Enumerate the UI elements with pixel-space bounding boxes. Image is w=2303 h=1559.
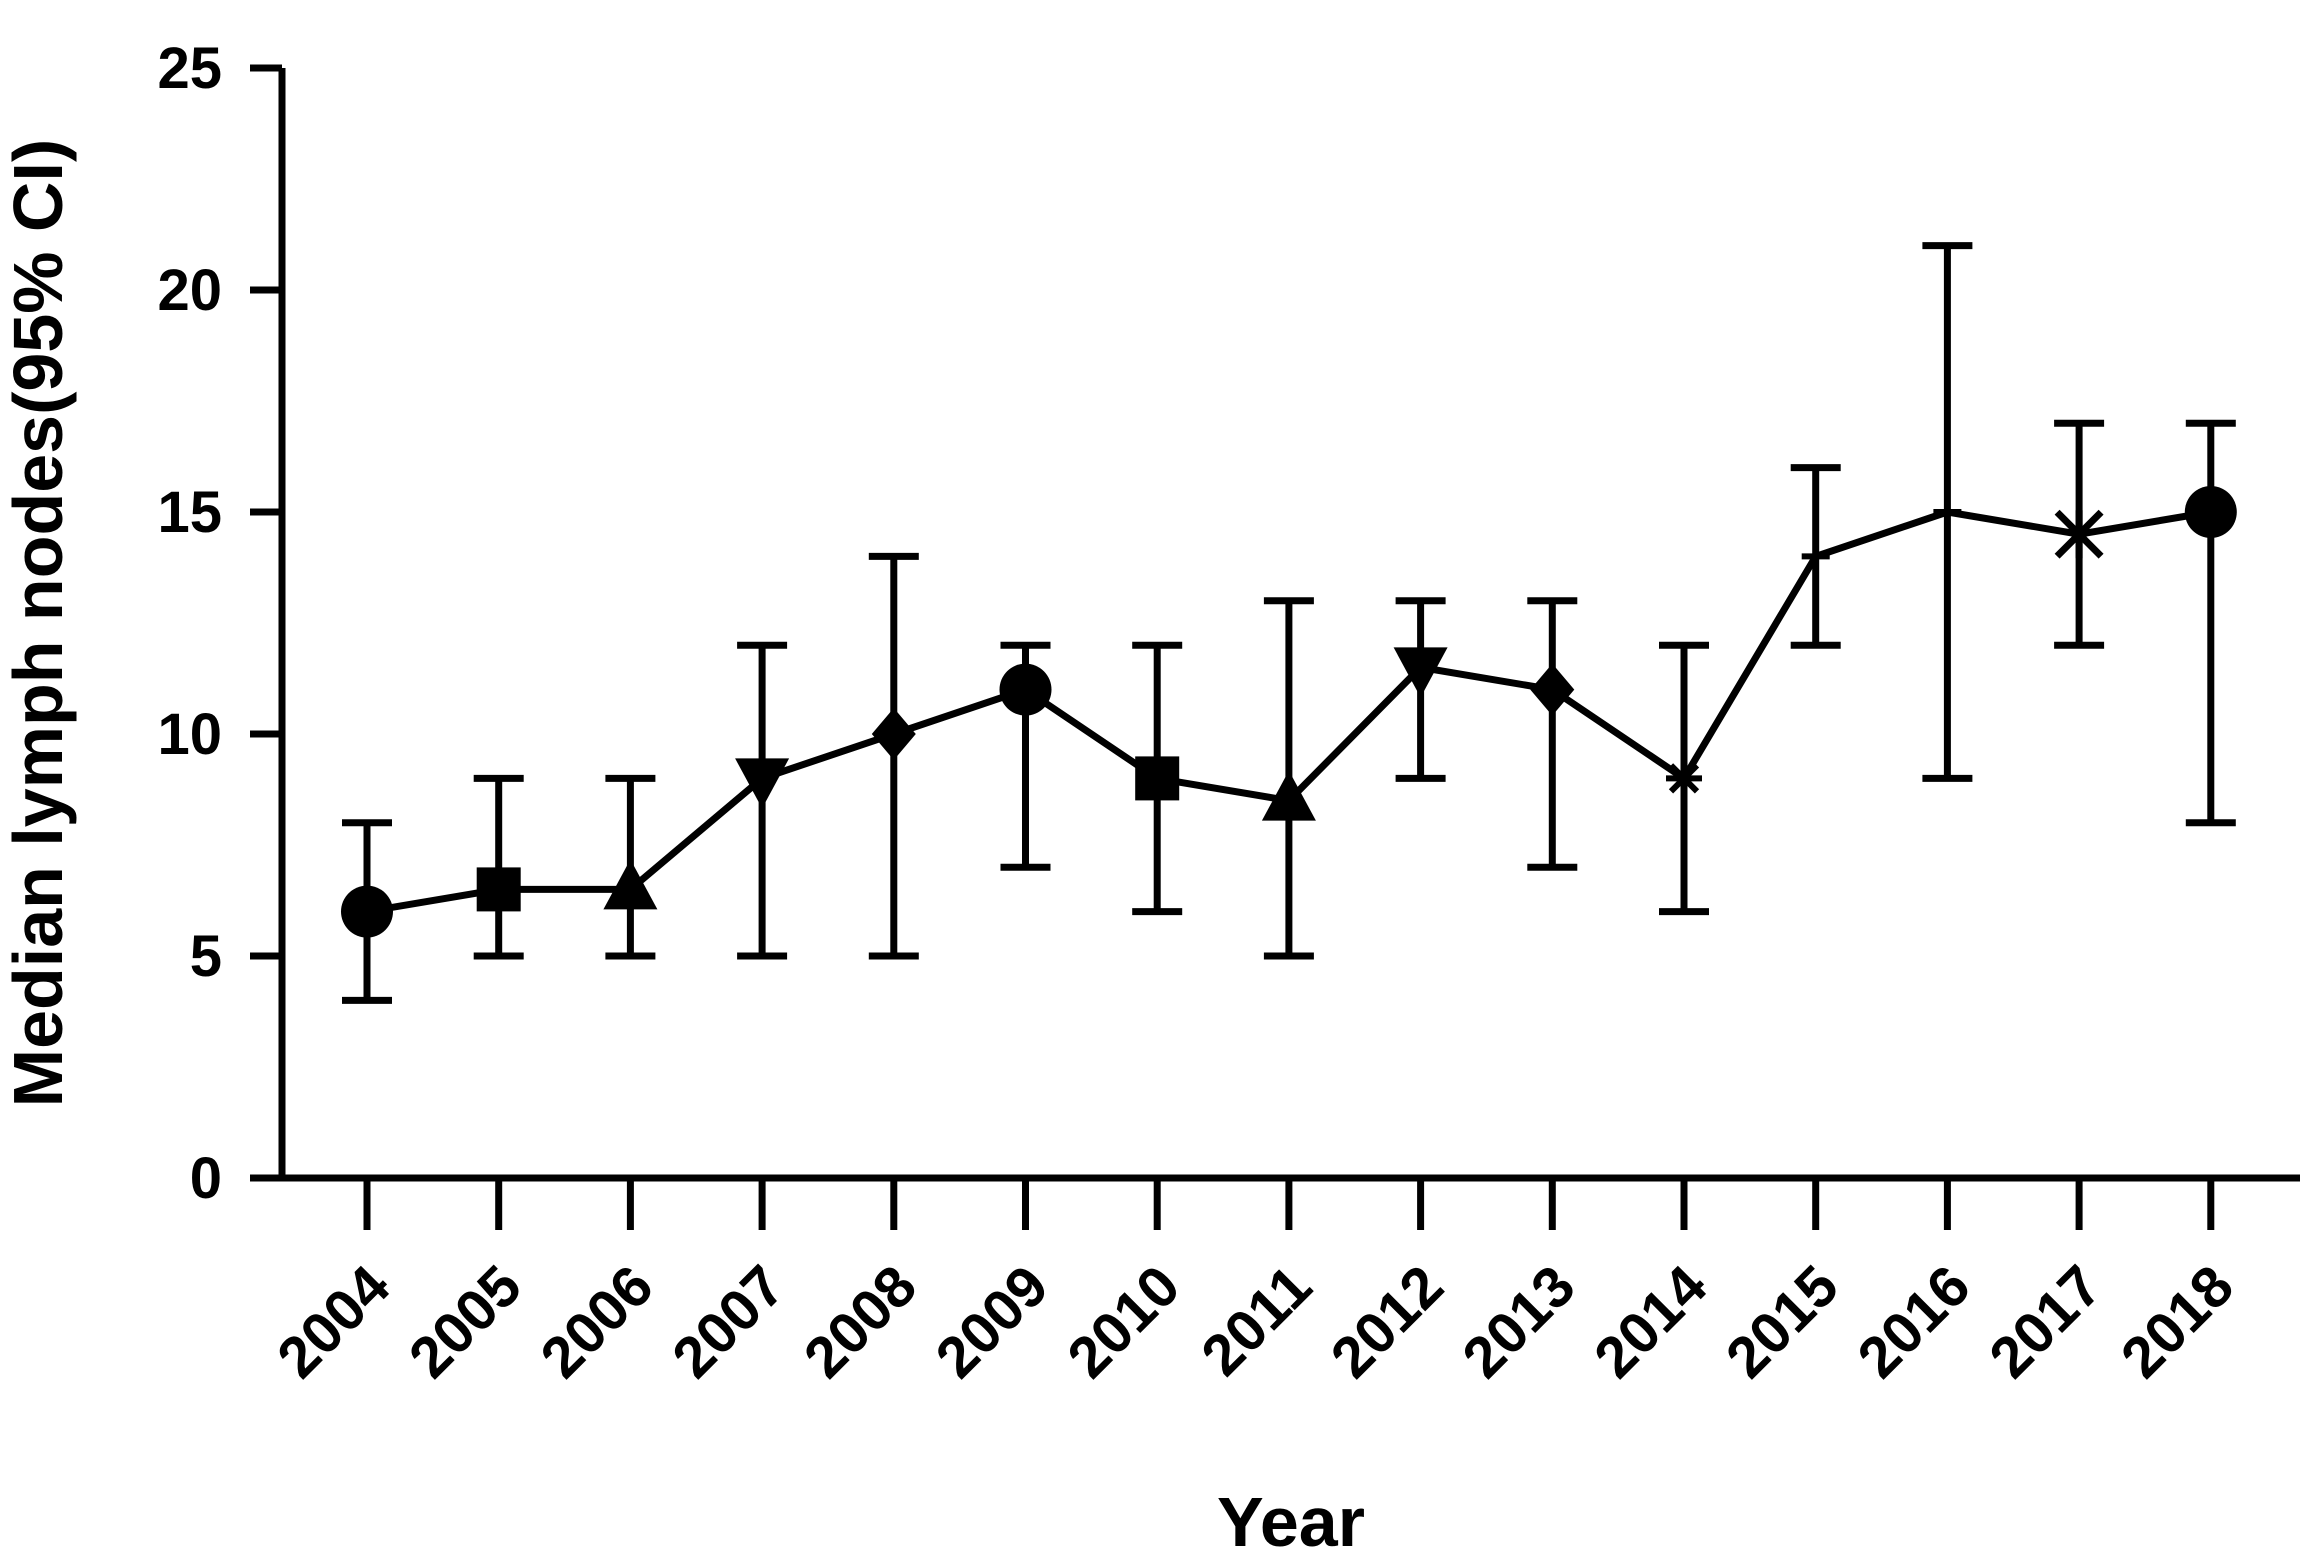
x-tick-label: 2009 bbox=[923, 1253, 1060, 1390]
data-markers bbox=[341, 486, 2237, 938]
data-point bbox=[1933, 498, 1962, 526]
x-tick-label: 2018 bbox=[2109, 1253, 2246, 1390]
y-ticks: 0 5 10 15 20 25 bbox=[157, 36, 282, 1211]
x-tick-label: 2007 bbox=[660, 1253, 797, 1390]
data-point bbox=[1666, 760, 1702, 797]
data-point bbox=[341, 885, 393, 938]
x-tick-label: 2015 bbox=[1714, 1253, 1851, 1390]
x-tick-label: 2012 bbox=[1319, 1253, 1456, 1390]
data-point bbox=[1261, 770, 1316, 821]
x-tick-label: 2011 bbox=[1189, 1253, 1324, 1388]
x-tick-label: 2016 bbox=[1845, 1253, 1982, 1390]
x-tick-label: 2014 bbox=[1582, 1253, 1719, 1390]
x-tick-label: 2010 bbox=[1055, 1253, 1192, 1390]
data-point bbox=[735, 758, 790, 809]
data-point bbox=[1530, 663, 1575, 716]
data-point bbox=[2054, 509, 2104, 559]
x-tick-label: 2004 bbox=[265, 1253, 402, 1390]
data-point bbox=[999, 663, 1052, 716]
data-point bbox=[871, 708, 916, 760]
y-tick-label: 25 bbox=[157, 36, 222, 101]
x-tick-label: 2017 bbox=[1977, 1253, 2114, 1390]
y-axis-label: Median lymph nodes(95% CI) bbox=[0, 139, 77, 1107]
y-tick-label: 0 bbox=[190, 1146, 222, 1211]
data-point bbox=[1801, 542, 1830, 571]
data-point bbox=[1393, 647, 1448, 698]
y-tick-label: 5 bbox=[190, 924, 222, 989]
y-tick-label: 15 bbox=[157, 480, 222, 545]
data-point bbox=[476, 867, 521, 912]
y-tick-label: 20 bbox=[157, 258, 222, 323]
data-point bbox=[1135, 756, 1180, 801]
x-tick-label: 2008 bbox=[792, 1253, 929, 1390]
x-axis-label: Year bbox=[1217, 1483, 1365, 1559]
data-point bbox=[603, 859, 658, 910]
x-tick-label: 2005 bbox=[397, 1253, 534, 1390]
x-ticks: 2004200520062007200820092010201120122013… bbox=[265, 1178, 2246, 1390]
y-tick-label: 10 bbox=[157, 702, 222, 767]
data-point bbox=[2184, 486, 2237, 538]
x-tick-label: 2013 bbox=[1450, 1253, 1587, 1390]
x-tick-label: 2006 bbox=[528, 1253, 665, 1390]
